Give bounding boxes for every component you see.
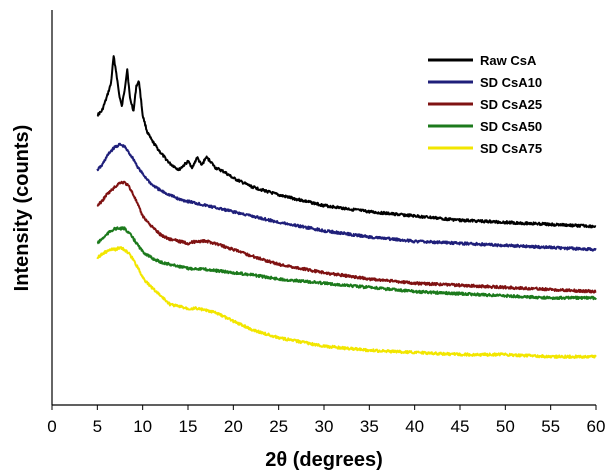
legend-label: Raw CsA [480, 53, 537, 68]
legend-label: SD CsA25 [480, 97, 542, 112]
series-line-sd-csa10 [96, 142, 597, 252]
x-tick-label: 40 [405, 417, 424, 436]
legend: Raw CsA SD CsA10 SD CsA25 SD CsA50 SD CsA75 [428, 53, 542, 156]
x-tick-label: 60 [587, 417, 606, 436]
x-tick-label: 30 [315, 417, 334, 436]
series-line-raw-csa [96, 55, 597, 229]
x-tick-label: 35 [360, 417, 379, 436]
y-axis-title: Intensity (counts) [11, 125, 33, 292]
series-line-sd-csa50 [96, 226, 597, 301]
x-tick-label: 5 [93, 417, 102, 436]
x-tick-label: 25 [269, 417, 288, 436]
series-layer [96, 55, 597, 359]
series-line-sd-csa75 [96, 246, 597, 359]
x-tick-label: 55 [541, 417, 560, 436]
legend-label: SD CsA50 [480, 119, 542, 134]
x-tick-label: 45 [451, 417, 470, 436]
x-tick-label: 10 [133, 417, 152, 436]
legend-label: SD CsA75 [480, 141, 542, 156]
x-axis-title: 2θ (degrees) [265, 449, 383, 471]
series-line-sd-csa25 [96, 180, 597, 294]
legend-label: SD CsA10 [480, 75, 542, 90]
x-ticks: 0 5 10 15 20 25 30 35 40 45 50 55 60 [47, 405, 605, 436]
x-tick-label: 0 [47, 417, 56, 436]
x-tick-label: 20 [224, 417, 243, 436]
x-tick-label: 15 [179, 417, 198, 436]
x-tick-label: 50 [496, 417, 515, 436]
